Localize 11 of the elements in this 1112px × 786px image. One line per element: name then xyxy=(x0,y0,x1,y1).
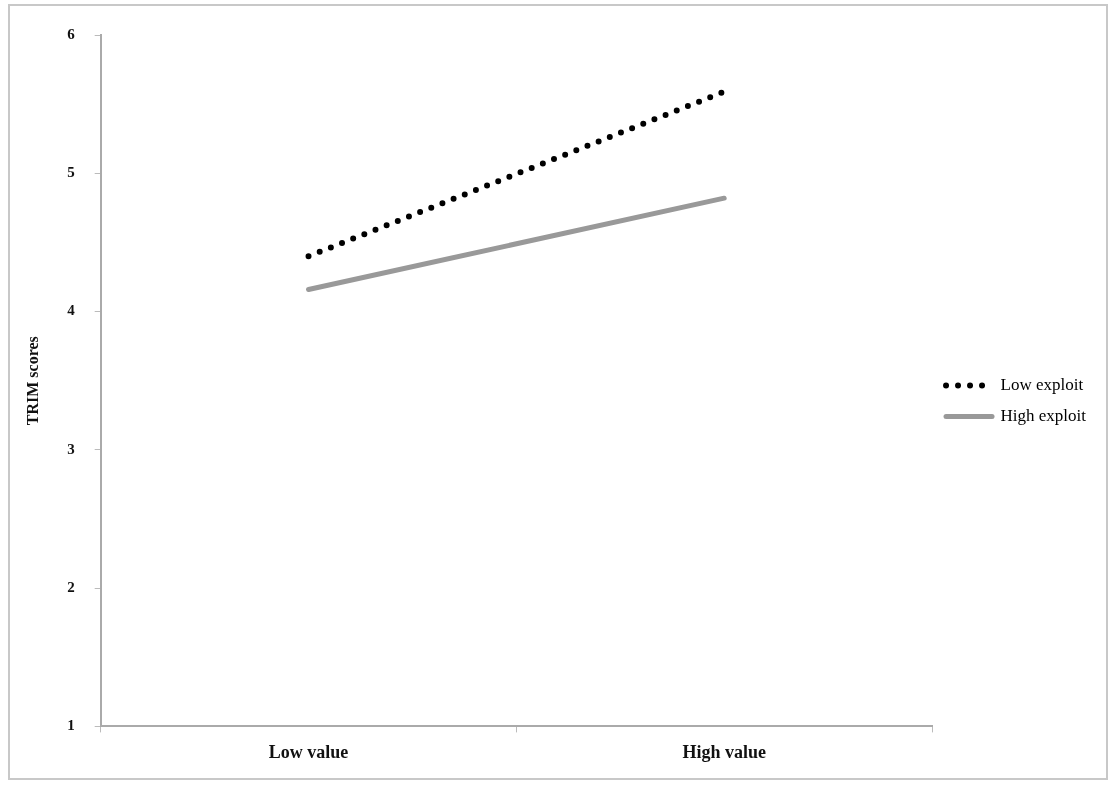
y-tick-label: 4 xyxy=(67,302,76,319)
y-tick-label: 1 xyxy=(67,717,75,734)
y-tick-label: 3 xyxy=(67,440,75,457)
x-tick-label: High value xyxy=(682,741,766,762)
x-tick-label: Low value xyxy=(268,741,349,762)
legend-label: High exploit xyxy=(1000,405,1087,425)
y-tick-label: 6 xyxy=(67,25,76,42)
legend-label: Low exploit xyxy=(1000,374,1084,394)
y-tick-label: 5 xyxy=(67,164,75,181)
y-tick-label: 2 xyxy=(67,578,75,595)
y-axis-title: TRIM scores xyxy=(23,336,41,426)
